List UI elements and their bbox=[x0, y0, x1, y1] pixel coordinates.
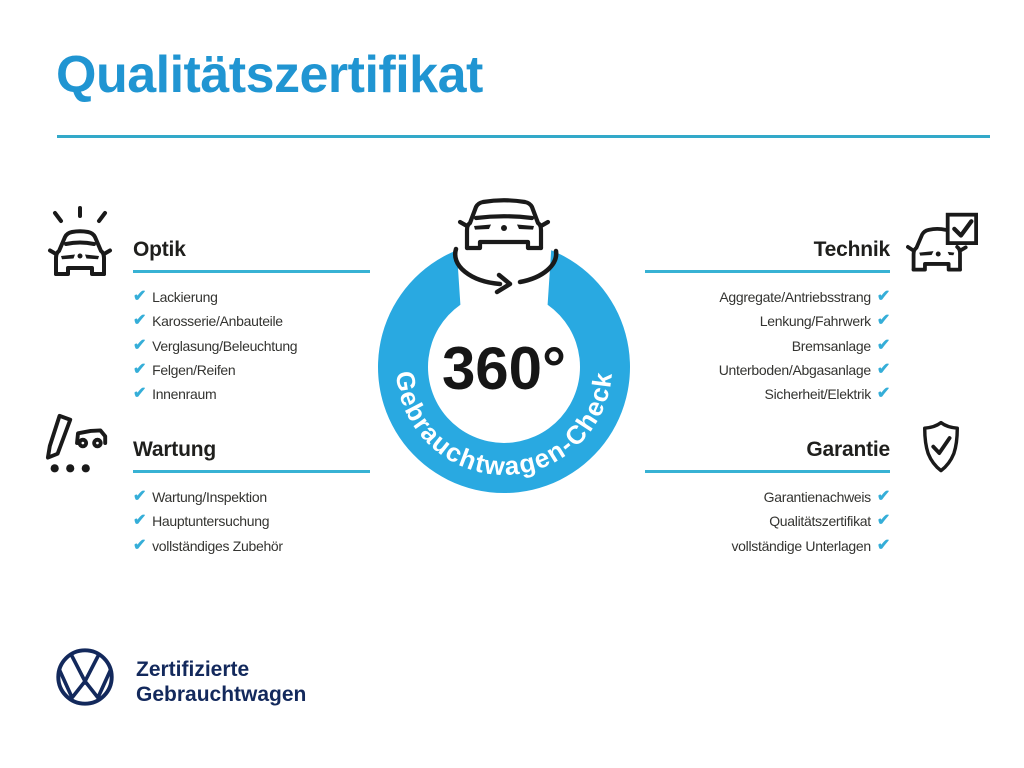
footer-line1: Zertifizierte bbox=[136, 658, 250, 681]
shield-check-icon bbox=[923, 420, 959, 473]
checklist-item-label: Unterboden/Abgasanlage bbox=[718, 362, 872, 379]
rotating-car-icon bbox=[453, 198, 559, 295]
section-wartung: Wartung Wartung/Inspektion Hauptuntersuc… bbox=[133, 438, 393, 558]
checklist-item-label: Hauptuntersuchung bbox=[152, 513, 270, 530]
checklist-item-label: Karosserie/Anbauteile bbox=[152, 313, 283, 330]
check-icon bbox=[877, 338, 890, 354]
checklist-item-label: Felgen/Reifen bbox=[152, 362, 236, 379]
section-optik-title: Optik bbox=[133, 238, 186, 261]
check-icon bbox=[133, 489, 146, 505]
checklist-item: vollständiges Zubehör bbox=[133, 534, 393, 558]
checklist-item: Lackierung bbox=[133, 285, 393, 309]
ring-arc bbox=[378, 250, 630, 494]
check-icon bbox=[133, 362, 146, 378]
check-icon bbox=[877, 489, 890, 505]
check-icon bbox=[877, 362, 890, 378]
check-icon bbox=[877, 538, 890, 554]
check-icon bbox=[133, 289, 146, 305]
technik-checklist: Aggregate/Antriebsstrang Lenkung/Fahrwer… bbox=[590, 285, 890, 406]
section-divider bbox=[133, 470, 370, 473]
page-title: Qualitätszertifikat bbox=[56, 46, 483, 104]
section-technik: Technik Aggregate/Antriebsstrang Lenkung… bbox=[590, 238, 890, 406]
section-technik-title: Technik bbox=[813, 238, 891, 261]
footer-line2: Gebrauchtwagen bbox=[136, 683, 307, 706]
service-checklist-van-icon bbox=[45, 413, 108, 473]
checklist-item-label: Bremsanlage bbox=[791, 337, 872, 354]
checklist-item: Qualitätszertifikat bbox=[590, 509, 890, 533]
checklist-item: Lenkung/Fahrwerk bbox=[590, 309, 890, 333]
checklist-item-label: Garantienachweis bbox=[763, 489, 872, 506]
section-garantie: Garantie Garantienachweis Qualitätszerti… bbox=[590, 438, 890, 558]
rotation-arrow-icon bbox=[453, 246, 559, 295]
checklist-item: Wartung/Inspektion bbox=[133, 485, 393, 509]
section-divider bbox=[645, 470, 890, 473]
checklist-item: Verglasung/Beleuchtung bbox=[133, 334, 393, 358]
section-divider bbox=[133, 270, 370, 273]
section-garantie-title: Garantie bbox=[806, 438, 890, 461]
checklist-item: Hauptuntersuchung bbox=[133, 509, 393, 533]
check-icon bbox=[133, 513, 146, 529]
checkbox-icon bbox=[945, 212, 978, 245]
checklist-item: Innenraum bbox=[133, 382, 393, 406]
checklist-item: Karosserie/Anbauteile bbox=[133, 309, 393, 333]
checklist-item-label: Verglasung/Beleuchtung bbox=[152, 337, 298, 354]
wartung-checklist: Wartung/Inspektion Hauptuntersuchung vol… bbox=[133, 485, 393, 558]
section-wartung-title: Wartung bbox=[133, 438, 216, 461]
footer-brand-text: Zertifizierte Gebrauchtwagen bbox=[136, 657, 306, 707]
section-optik: Optik Lackierung Karosserie/Anbauteile V… bbox=[133, 238, 393, 406]
car-checkbox-icon bbox=[906, 212, 978, 272]
vw-logo bbox=[56, 648, 114, 706]
checklist-item: Unterboden/Abgasanlage bbox=[590, 358, 890, 382]
checklist-item: vollständige Unterlagen bbox=[590, 534, 890, 558]
checklist-item-label: Wartung/Inspektion bbox=[152, 489, 267, 506]
checklist-item: Bremsanlage bbox=[590, 334, 890, 358]
check-icon bbox=[877, 386, 890, 402]
checklist-item-label: Aggregate/Antriebsstrang bbox=[719, 289, 871, 306]
check-icon bbox=[877, 289, 890, 305]
check-icon bbox=[133, 386, 146, 402]
check-icon bbox=[133, 338, 146, 354]
checklist-item: Felgen/Reifen bbox=[133, 358, 393, 382]
checklist-item: Sicherheit/Elektrik bbox=[590, 382, 890, 406]
check-icon bbox=[877, 513, 890, 529]
optik-checklist: Lackierung Karosserie/Anbauteile Verglas… bbox=[133, 285, 393, 406]
checklist-item-label: Lenkung/Fahrwerk bbox=[759, 313, 871, 330]
checklist-item-label: vollständige Unterlagen bbox=[731, 537, 871, 554]
check-icon bbox=[133, 538, 146, 554]
garantie-checklist: Garantienachweis Qualitätszertifikat vol… bbox=[590, 485, 890, 558]
title-divider bbox=[57, 135, 990, 138]
checklist-item-label: Innenraum bbox=[152, 386, 217, 403]
360-check-badge: Gebrauchtwagen-Check 360° bbox=[378, 198, 630, 494]
check-icon bbox=[877, 313, 890, 329]
section-divider bbox=[645, 270, 890, 273]
checklist-item-label: Lackierung bbox=[152, 289, 218, 306]
checklist-item: Garantienachweis bbox=[590, 485, 890, 509]
checklist-item-label: Qualitätszertifikat bbox=[769, 513, 871, 530]
degree-label: 360° bbox=[442, 335, 566, 402]
check-icon bbox=[133, 313, 146, 329]
shiny-car-icon bbox=[48, 206, 112, 276]
checklist-item-label: Sicherheit/Elektrik bbox=[764, 386, 872, 403]
checklist-item: Aggregate/Antriebsstrang bbox=[590, 285, 890, 309]
checklist-item-label: vollständiges Zubehör bbox=[152, 537, 283, 554]
